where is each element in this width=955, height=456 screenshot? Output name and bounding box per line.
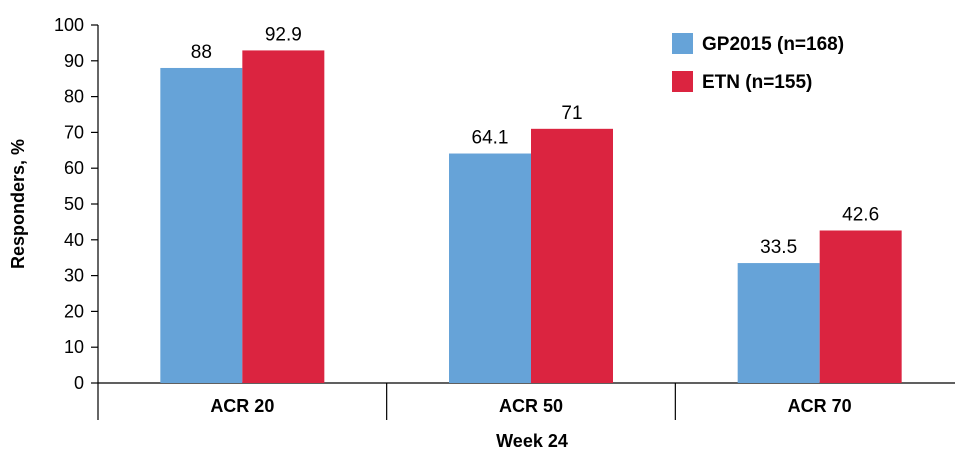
y-tick-label: 80 [64,87,84,107]
y-tick-label: 50 [64,194,84,214]
bar-gp2015-2 [449,153,531,383]
y-tick-label: 20 [64,301,84,321]
x-axis: ACR 20 ACR 50 ACR 70 [98,382,955,420]
bar-etn-3 [819,230,902,383]
y-axis-title: Responders, % [8,139,28,269]
bar-gp2015-3 [737,263,820,383]
legend-swatch [672,71,693,92]
data-label: 42.6 [842,204,879,225]
data-label: 92.9 [265,24,302,45]
y-tick-label: 70 [64,122,84,142]
bars [160,50,902,384]
y-tick-label: 0 [74,373,84,393]
y-tick-label: 30 [64,266,84,286]
data-label: 71 [561,103,582,124]
legend-label: GP2015 (n=168) [702,34,844,55]
legend-label: ETN (n=155) [702,72,812,93]
y-axis: 0 10 20 30 40 50 60 70 80 90 100 [54,15,99,420]
data-labels: 88 92.9 64.1 71 33.5 42.6 [191,24,879,258]
data-label: 64.1 [472,128,509,149]
y-tick-label: 10 [64,337,84,357]
x-tick-label: ACR 70 [788,396,852,416]
x-axis-title: Week 24 [496,431,568,451]
y-tick-label: 60 [64,158,84,178]
y-tick-label: 40 [64,230,84,250]
bar-gp2015-1 [160,67,243,384]
x-tick-label: ACR 50 [499,396,563,416]
legend: GP2015 (n=168) ETN (n=155) [672,33,844,93]
data-label: 88 [191,42,212,63]
bar-etn-1 [242,50,325,383]
y-tick-label: 90 [64,51,84,71]
data-label: 33.5 [760,237,797,258]
bar-etn-2 [531,128,613,383]
legend-swatch [672,33,693,54]
x-tick-label: ACR 20 [210,396,274,416]
y-tick-label: 100 [54,15,84,35]
